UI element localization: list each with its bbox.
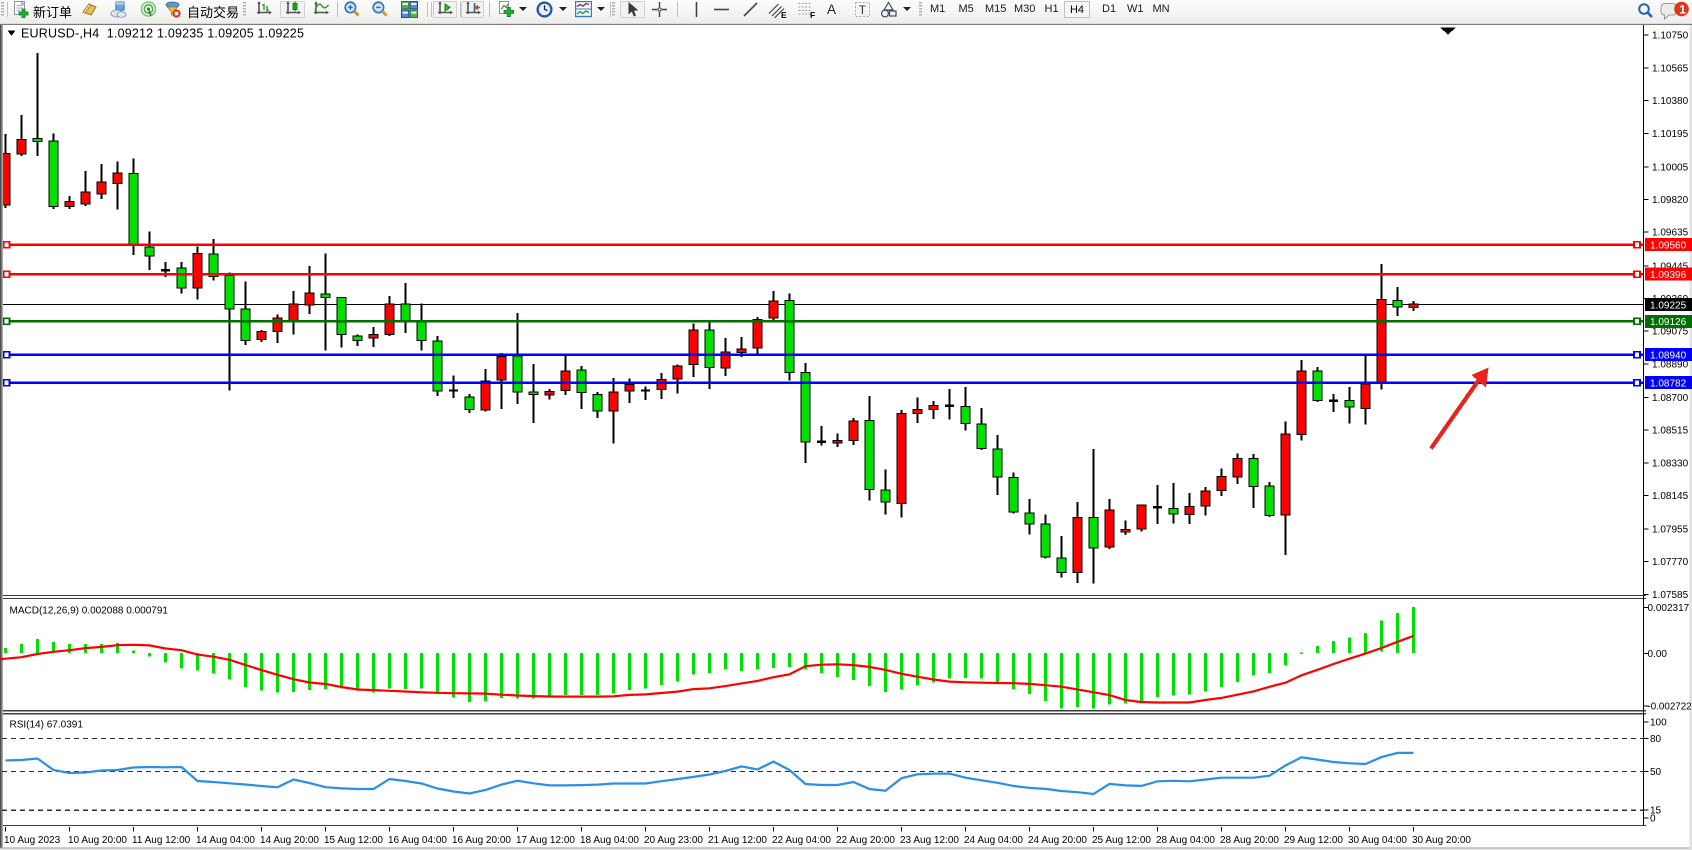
- svg-text:EURUSD-,H4 1.09212 1.09235 1.: EURUSD-,H4 1.09212 1.09235 1.09205 1.092…: [21, 27, 304, 41]
- svg-text:30 Aug 04:00: 30 Aug 04:00: [1348, 835, 1407, 846]
- svg-text:24 Aug 20:00: 24 Aug 20:00: [1028, 835, 1087, 846]
- svg-text:0.002317: 0.002317: [1648, 603, 1690, 614]
- svg-text:1.10565: 1.10565: [1652, 63, 1689, 74]
- svg-text:1.07770: 1.07770: [1652, 557, 1689, 568]
- svg-text:15: 15: [1650, 806, 1662, 817]
- svg-text:-0.002722: -0.002722: [1648, 702, 1692, 713]
- svg-text:1.09396: 1.09396: [1650, 270, 1687, 281]
- svg-text:28 Aug 04:00: 28 Aug 04:00: [1156, 835, 1215, 846]
- svg-text:1.09635: 1.09635: [1652, 228, 1689, 239]
- svg-text:15 Aug 12:00: 15 Aug 12:00: [324, 835, 383, 846]
- svg-text:17 Aug 12:00: 17 Aug 12:00: [516, 835, 575, 846]
- svg-text:16 Aug 04:00: 16 Aug 04:00: [388, 835, 447, 846]
- svg-text:25 Aug 12:00: 25 Aug 12:00: [1092, 835, 1151, 846]
- svg-text:22 Aug 04:00: 22 Aug 04:00: [772, 835, 831, 846]
- svg-text:1.10195: 1.10195: [1652, 129, 1689, 140]
- svg-text:1.08890: 1.08890: [1652, 359, 1689, 370]
- svg-text:1.10005: 1.10005: [1652, 162, 1689, 173]
- svg-text:1.07585: 1.07585: [1652, 590, 1689, 601]
- svg-text:1.09445: 1.09445: [1652, 261, 1689, 272]
- svg-text:100: 100: [1650, 718, 1667, 729]
- svg-text:30 Aug 20:00: 30 Aug 20:00: [1412, 835, 1471, 846]
- svg-text:0: 0: [1650, 814, 1656, 825]
- svg-text:1.10380: 1.10380: [1652, 96, 1689, 107]
- svg-text:1.08782: 1.08782: [1650, 378, 1687, 389]
- svg-text:28 Aug 20:00: 28 Aug 20:00: [1220, 835, 1279, 846]
- svg-text:11 Aug 12:00: 11 Aug 12:00: [132, 835, 191, 846]
- svg-text:10 Aug 20:00: 10 Aug 20:00: [68, 835, 127, 846]
- svg-text:20 Aug 23:00: 20 Aug 23:00: [644, 835, 703, 846]
- svg-text:RSI(14) 67.0391: RSI(14) 67.0391: [10, 720, 84, 731]
- svg-text:16 Aug 20:00: 16 Aug 20:00: [452, 835, 511, 846]
- svg-text:23 Aug 12:00: 23 Aug 12:00: [900, 835, 959, 846]
- svg-text:18 Aug 04:00: 18 Aug 04:00: [580, 835, 639, 846]
- svg-text:24 Aug 04:00: 24 Aug 04:00: [964, 835, 1023, 846]
- svg-text:50: 50: [1650, 767, 1662, 778]
- svg-text:80: 80: [1650, 734, 1662, 745]
- svg-text:1.09225: 1.09225: [1650, 300, 1687, 311]
- svg-text:1: 1: [1679, 2, 1686, 16]
- svg-text:29 Aug 12:00: 29 Aug 12:00: [1284, 835, 1343, 846]
- svg-text:0.00: 0.00: [1648, 649, 1668, 660]
- svg-text:T: T: [859, 3, 867, 17]
- svg-text:14 Aug 04:00: 14 Aug 04:00: [196, 835, 255, 846]
- svg-text:MACD(12,26,9) 0.002088 0.00079: MACD(12,26,9) 0.002088 0.000791: [10, 606, 169, 617]
- svg-text:1.09075: 1.09075: [1652, 327, 1689, 338]
- svg-text:1.07955: 1.07955: [1652, 525, 1689, 536]
- svg-text:14 Aug 20:00: 14 Aug 20:00: [260, 835, 319, 846]
- svg-text:1.08515: 1.08515: [1652, 426, 1689, 437]
- svg-text:1.08940: 1.08940: [1650, 350, 1687, 361]
- svg-text:1.08145: 1.08145: [1652, 491, 1689, 502]
- svg-text:1.09126: 1.09126: [1650, 317, 1687, 328]
- svg-text:22 Aug 20:00: 22 Aug 20:00: [836, 835, 895, 846]
- svg-text:10 Aug 2023: 10 Aug 2023: [4, 835, 61, 846]
- svg-text:1.09820: 1.09820: [1652, 195, 1689, 206]
- svg-text:1.08330: 1.08330: [1652, 458, 1689, 469]
- svg-text:1.10750: 1.10750: [1652, 31, 1689, 42]
- svg-text:21 Aug 12:00: 21 Aug 12:00: [708, 835, 767, 846]
- svg-text:1.09560: 1.09560: [1650, 241, 1687, 252]
- svg-text:1.08700: 1.08700: [1652, 393, 1689, 404]
